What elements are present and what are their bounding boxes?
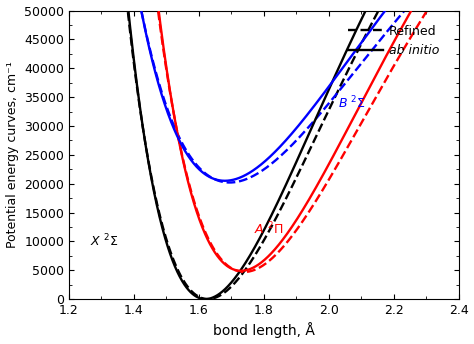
Y-axis label: Potential energy curves, cm⁻¹: Potential energy curves, cm⁻¹ [6,62,18,248]
Text: $A\ ^2\Pi$: $A\ ^2\Pi$ [254,221,283,237]
Legend: Refined, ab initio: Refined, ab initio [343,20,445,62]
X-axis label: bond length, Å: bond length, Å [213,322,315,338]
Text: $X\ ^2\Sigma$: $X\ ^2\Sigma$ [90,233,118,249]
Text: $B\ ^2\Sigma$: $B\ ^2\Sigma$ [338,95,366,112]
